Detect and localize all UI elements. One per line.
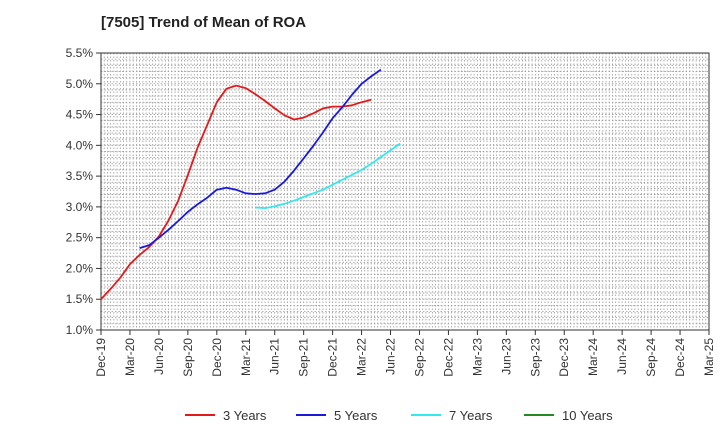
- series-line-5-years: [139, 68, 382, 249]
- x-tick-label: Mar-24: [586, 338, 600, 376]
- y-tick-label: 5.0%: [66, 77, 94, 91]
- legend-label: 10 Years: [562, 408, 613, 423]
- x-tick-label: Jun-24: [615, 338, 629, 375]
- x-tick-label: Dec-21: [326, 338, 340, 377]
- legend-label: 7 Years: [449, 408, 493, 423]
- x-tick-label: Sep-22: [412, 338, 426, 377]
- plot-border: [100, 52, 710, 331]
- x-tick-label: Mar-23: [470, 338, 484, 376]
- y-tick-label: 1.0%: [66, 323, 94, 337]
- x-tick-label: Mar-20: [123, 338, 137, 376]
- x-tick-label: Sep-21: [297, 338, 311, 377]
- x-tick-label: Sep-23: [528, 338, 542, 377]
- y-tick-label: 2.0%: [66, 261, 94, 275]
- y-tick-label: 4.5%: [66, 108, 94, 122]
- legend-label: 5 Years: [334, 408, 378, 423]
- x-tick-label: Sep-24: [644, 338, 658, 377]
- y-tick-label: 4.0%: [66, 138, 94, 152]
- x-tick-label: Sep-20: [181, 338, 195, 377]
- chart-title: [7505] Trend of Mean of ROA: [101, 14, 307, 31]
- x-tick-label: Jun-22: [384, 338, 398, 375]
- y-tick-label: 3.0%: [66, 200, 94, 214]
- x-tick-label: Dec-19: [94, 338, 108, 377]
- y-tick-label: 5.5%: [66, 46, 94, 60]
- x-tick-label: Mar-22: [355, 338, 369, 376]
- x-tick-label: Jun-23: [499, 338, 513, 375]
- legend-label: 3 Years: [223, 408, 267, 423]
- x-tick-label: Jun-20: [152, 338, 166, 375]
- series-line-7-years: [255, 142, 401, 210]
- y-tick-label: 3.5%: [66, 169, 94, 183]
- y-tick-label: 2.5%: [66, 231, 94, 245]
- plot-area: [101, 53, 709, 330]
- x-tick-label: Dec-22: [441, 338, 455, 377]
- x-tick-label: Jun-21: [268, 338, 282, 375]
- x-tick-label: Mar-21: [239, 338, 253, 376]
- y-tick-label: 1.5%: [66, 292, 94, 306]
- x-tick-label: Mar-25: [702, 338, 716, 376]
- series-line-3-years: [100, 84, 372, 300]
- x-tick-label: Dec-24: [673, 338, 687, 377]
- x-tick-label: Dec-20: [210, 338, 224, 377]
- x-tick-label: Dec-23: [557, 338, 571, 377]
